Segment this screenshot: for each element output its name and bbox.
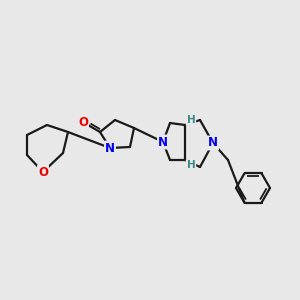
Text: N: N xyxy=(208,136,218,149)
Text: H: H xyxy=(187,160,195,170)
Text: O: O xyxy=(78,116,88,130)
Text: N: N xyxy=(158,136,168,148)
Text: H: H xyxy=(187,115,195,125)
Text: N: N xyxy=(105,142,115,154)
Text: O: O xyxy=(38,166,48,178)
